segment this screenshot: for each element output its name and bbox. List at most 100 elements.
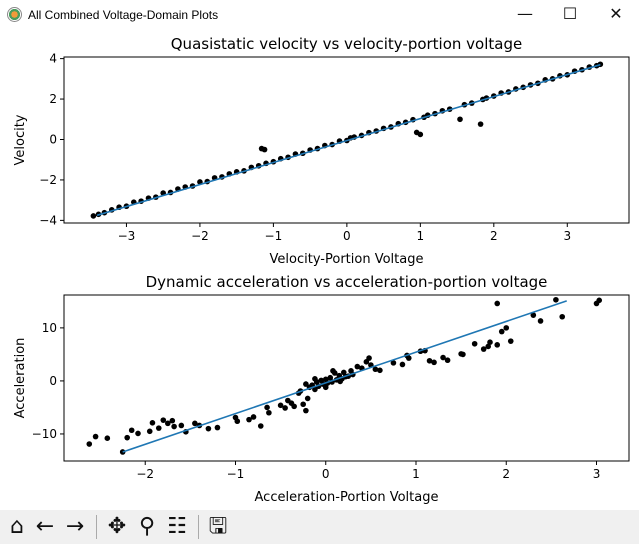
save-button[interactable]: 🖫 (205, 513, 231, 541)
data-point (169, 417, 176, 424)
data-point (440, 354, 446, 361)
data-point (377, 367, 383, 374)
forward-button[interactable]: → (62, 513, 88, 541)
data-point (178, 422, 185, 429)
axes-frame (63, 294, 630, 462)
back-icon: ← (35, 514, 55, 539)
data-point (494, 342, 501, 348)
configure-subplots-button[interactable]: ☷ (164, 513, 190, 541)
data-point (372, 366, 379, 373)
data-point (234, 418, 241, 425)
subplot-2: Dynamic acceleration vs acceleration-por… (13, 273, 630, 505)
y-tick-label: 4 (49, 52, 57, 66)
data-point (399, 361, 406, 368)
data-point (304, 395, 311, 402)
maximize-button[interactable]: ☐ (562, 4, 578, 23)
data-point (457, 116, 463, 123)
data-point (460, 351, 466, 358)
data-point (537, 318, 544, 324)
forward-icon: → (65, 514, 85, 539)
back-button[interactable]: ← (32, 513, 58, 541)
data-point (366, 355, 372, 361)
data-point (90, 213, 97, 219)
figure-canvas: Quasistatic velocity vs velocity-portion… (13, 35, 630, 505)
data-point (426, 357, 433, 364)
data-point (530, 312, 537, 318)
data-point (261, 146, 268, 153)
home-button[interactable]: ⌂ (4, 513, 30, 541)
axes-frame (63, 56, 630, 224)
data-point (596, 297, 603, 304)
x-tick-label: 0 (322, 467, 330, 481)
configure-subplots-icon: ☷ (167, 514, 187, 539)
data-point (277, 402, 284, 409)
data-point (119, 449, 126, 455)
data-point (498, 328, 505, 335)
chart-title: Dynamic acceleration vs acceleration-por… (146, 273, 548, 291)
data-point (214, 424, 221, 431)
data-point (155, 425, 162, 431)
data-point (444, 357, 451, 364)
x-tick-label: −2 (136, 467, 154, 481)
data-point (340, 369, 347, 376)
x-tick-label: 2 (502, 467, 510, 481)
data-point (192, 420, 198, 427)
data-point (92, 433, 99, 440)
minimize-button[interactable]: — (517, 4, 533, 23)
x-tick-label: −1 (227, 467, 245, 481)
fit-line (96, 63, 601, 217)
x-tick-label: 1 (417, 229, 425, 243)
data-point (417, 131, 424, 138)
data-point (553, 296, 559, 303)
data-point (128, 427, 135, 434)
data-point (149, 420, 156, 426)
data-point (487, 339, 493, 346)
x-tick-label: −2 (191, 229, 209, 243)
data-point (291, 403, 297, 410)
close-button[interactable]: ✕ (609, 4, 623, 23)
data-point (257, 423, 264, 429)
data-point (330, 368, 336, 374)
home-icon: ⌂ (10, 514, 24, 539)
data-point (264, 404, 270, 411)
pan-icon: ✥ (107, 514, 127, 539)
data-point (104, 435, 111, 441)
data-point (205, 425, 212, 432)
y-tick-label: 10 (42, 321, 57, 335)
x-tick-label: 2 (490, 229, 498, 243)
navigation-toolbar: ⌂ ← → ✥ ⚲ ☷ 🖫 (0, 510, 639, 544)
data-point (494, 300, 501, 307)
data-point (303, 407, 309, 414)
data-point (266, 409, 272, 416)
data-point (312, 386, 318, 393)
y-tick-label: 0 (49, 132, 57, 146)
data-point (300, 401, 306, 408)
zoom-button[interactable]: ⚲ (134, 513, 160, 541)
data-point (405, 355, 412, 361)
y-tick-label: −10 (32, 427, 57, 441)
app-icon (7, 7, 22, 22)
x-tick-label: 3 (593, 467, 601, 481)
chart-title: Quasistatic velocity vs velocity-portion… (171, 35, 522, 53)
data-point (160, 417, 167, 423)
x-tick-label: 0 (343, 229, 351, 243)
x-tick-label: 3 (563, 229, 571, 243)
data-point (485, 343, 492, 350)
x-axis-label: Acceleration-Portion Voltage (255, 490, 439, 505)
x-tick-label: 1 (412, 467, 420, 481)
y-axis-label: Velocity (13, 114, 28, 165)
data-point (354, 363, 361, 370)
save-icon: 🖫 (208, 514, 228, 539)
toolbar-separator (96, 515, 97, 539)
data-point (303, 381, 309, 387)
data-point (431, 359, 437, 366)
pan-button[interactable]: ✥ (104, 513, 130, 541)
toolbar-separator (198, 515, 199, 539)
data-point (322, 384, 329, 391)
plot-area (90, 61, 604, 219)
y-tick-label: 2 (49, 92, 57, 106)
data-point (171, 423, 177, 430)
data-point (86, 441, 93, 447)
data-point (327, 374, 334, 381)
zoom-icon: ⚲ (138, 514, 156, 539)
